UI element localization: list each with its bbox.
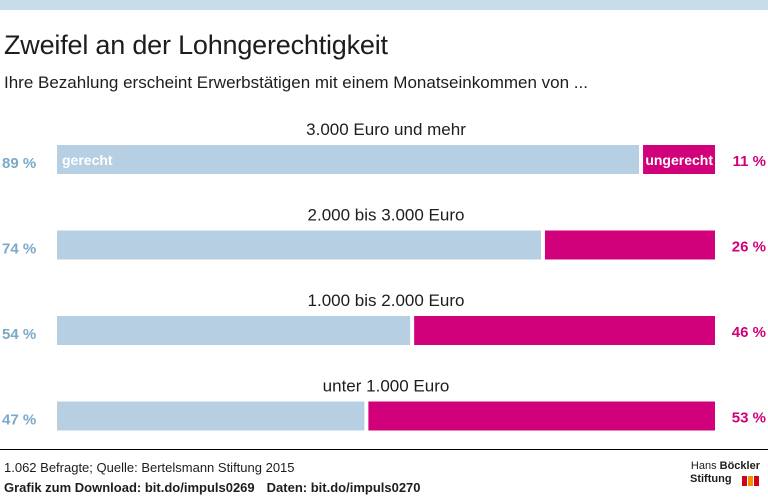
category-label: 3.000 Euro und mehr bbox=[306, 120, 466, 139]
bar-ungerecht bbox=[414, 316, 715, 345]
bar-gerecht bbox=[57, 316, 411, 345]
percent-left: 74 % bbox=[2, 241, 36, 258]
bar-ungerecht bbox=[643, 145, 715, 174]
download-links: Grafik zum Download: bit.do/impuls0269 Da… bbox=[4, 480, 421, 496]
bar-gerecht bbox=[57, 230, 541, 260]
percent-left: 89 % bbox=[2, 155, 36, 172]
logo-mark-icon bbox=[742, 476, 760, 486]
footer-divider bbox=[0, 449, 768, 450]
bar-ungerecht bbox=[544, 230, 715, 260]
bar-gerecht bbox=[57, 145, 640, 174]
series-label-ungerecht: ungerecht bbox=[645, 152, 713, 168]
bar-gerecht bbox=[57, 401, 365, 431]
logo-line-2: Stiftung bbox=[690, 473, 732, 485]
bar-ungerecht bbox=[368, 401, 715, 431]
series-label-gerecht: gerecht bbox=[62, 152, 113, 168]
percent-right: 26 % bbox=[732, 239, 766, 256]
hans-boeckler-logo: Hans Böckler Stiftung bbox=[690, 460, 760, 496]
chart-title: Zweifel an der Lohngerechtigkeit bbox=[4, 30, 388, 60]
source-note: 1.062 Befragte; Quelle: Bertelsmann Stif… bbox=[4, 460, 295, 475]
download-link[interactable]: Grafik zum Download: bit.do/impuls0269 bbox=[4, 480, 255, 495]
percent-right: 53 % bbox=[732, 410, 766, 427]
logo-line-1: Hans Böckler bbox=[690, 460, 760, 472]
percent-left: 47 % bbox=[2, 412, 36, 429]
percent-left: 54 % bbox=[2, 326, 36, 343]
category-label: 1.000 bis 2.000 Euro bbox=[308, 291, 465, 310]
category-label: 2.000 bis 3.000 Euro bbox=[308, 206, 465, 225]
top-band bbox=[0, 0, 768, 10]
percent-right: 11 % bbox=[733, 153, 766, 170]
data-link[interactable]: Daten: bit.do/impuls0270 bbox=[266, 480, 421, 495]
chart-subtitle: Ihre Bezahlung erscheint Erwerbstätigen … bbox=[4, 73, 588, 92]
percent-right: 46 % bbox=[732, 324, 766, 341]
stacked-bar-chart: 3.000 Euro und mehr 89 % 11 % gerecht ungere… bbox=[2, 120, 766, 431]
category-label: unter 1.000 Euro bbox=[323, 377, 450, 396]
